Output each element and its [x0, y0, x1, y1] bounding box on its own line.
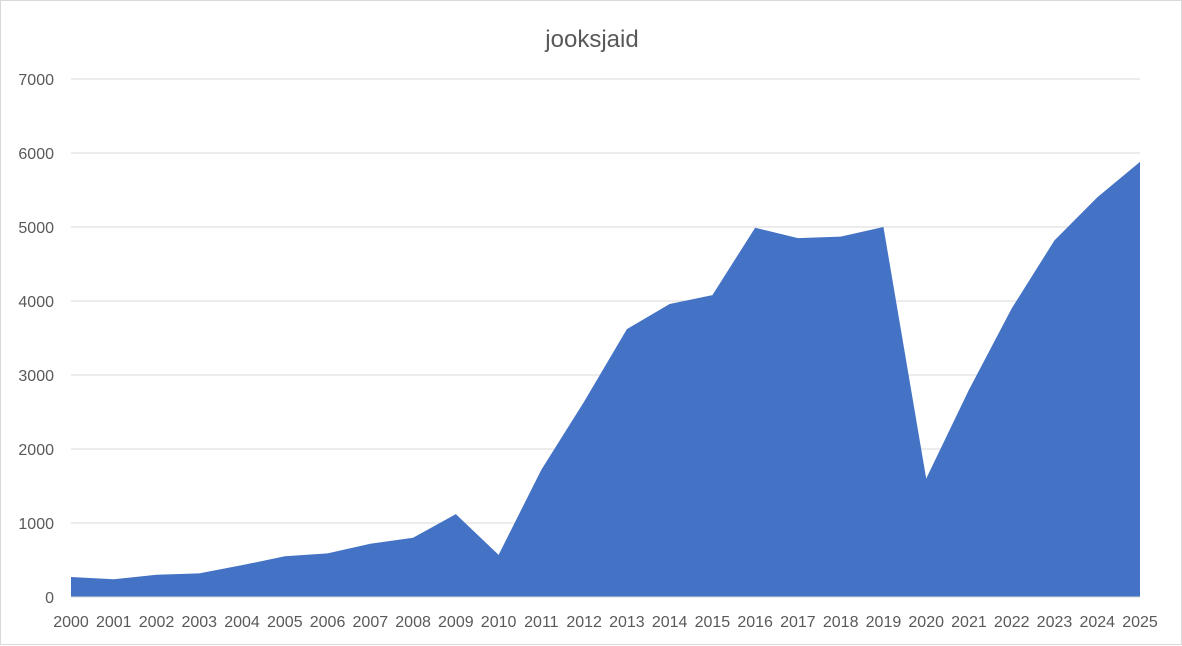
y-tick-label: 1000 [18, 516, 54, 533]
x-tick-label: 2005 [267, 614, 303, 631]
x-tick-label: 2010 [481, 614, 517, 631]
x-tick-label: 2017 [780, 614, 816, 631]
x-tick-label: 2000 [53, 614, 89, 631]
x-tick-label: 2007 [353, 614, 389, 631]
x-tick-label: 2011 [524, 614, 559, 631]
x-tick-label: 2021 [951, 614, 987, 631]
y-tick-label: 7000 [18, 72, 54, 89]
x-tick-label: 2003 [181, 614, 217, 631]
y-tick-label: 5000 [18, 220, 54, 237]
y-tick-label: 2000 [18, 442, 54, 459]
y-tick-label: 4000 [18, 294, 54, 311]
y-tick-label: 0 [45, 590, 54, 607]
y-tick-label: 6000 [18, 146, 54, 163]
x-tick-label: 2015 [695, 614, 731, 631]
x-tick-label: 2001 [96, 614, 132, 631]
x-axis: 2000 2001 2002 2003 2004 2005 2006 2007 2008 2009… [53, 597, 1158, 631]
x-tick-label: 2013 [609, 614, 645, 631]
x-tick-label: 2002 [139, 614, 175, 631]
x-tick-label: 2008 [395, 614, 431, 631]
chart-title: jooksjaid [544, 26, 638, 53]
x-tick-label: 2006 [310, 614, 346, 631]
y-tick-label: 3000 [18, 368, 54, 385]
x-tick-label: 2023 [1037, 614, 1073, 631]
x-tick-label: 2004 [224, 614, 260, 631]
x-tick-label: 2016 [737, 614, 773, 631]
x-tick-label: 2012 [566, 614, 602, 631]
y-axis: 0 1000 2000 3000 4000 5000 6000 7000 [18, 72, 54, 607]
x-tick-label: 2025 [1122, 614, 1158, 631]
x-tick-label: 2022 [994, 614, 1030, 631]
x-tick-label: 2019 [866, 614, 902, 631]
x-tick-label: 2024 [1079, 614, 1115, 631]
x-tick-label: 2009 [438, 614, 474, 631]
x-tick-label: 2014 [652, 614, 688, 631]
x-tick-label: 2018 [823, 614, 859, 631]
x-tick-label: 2020 [908, 614, 944, 631]
